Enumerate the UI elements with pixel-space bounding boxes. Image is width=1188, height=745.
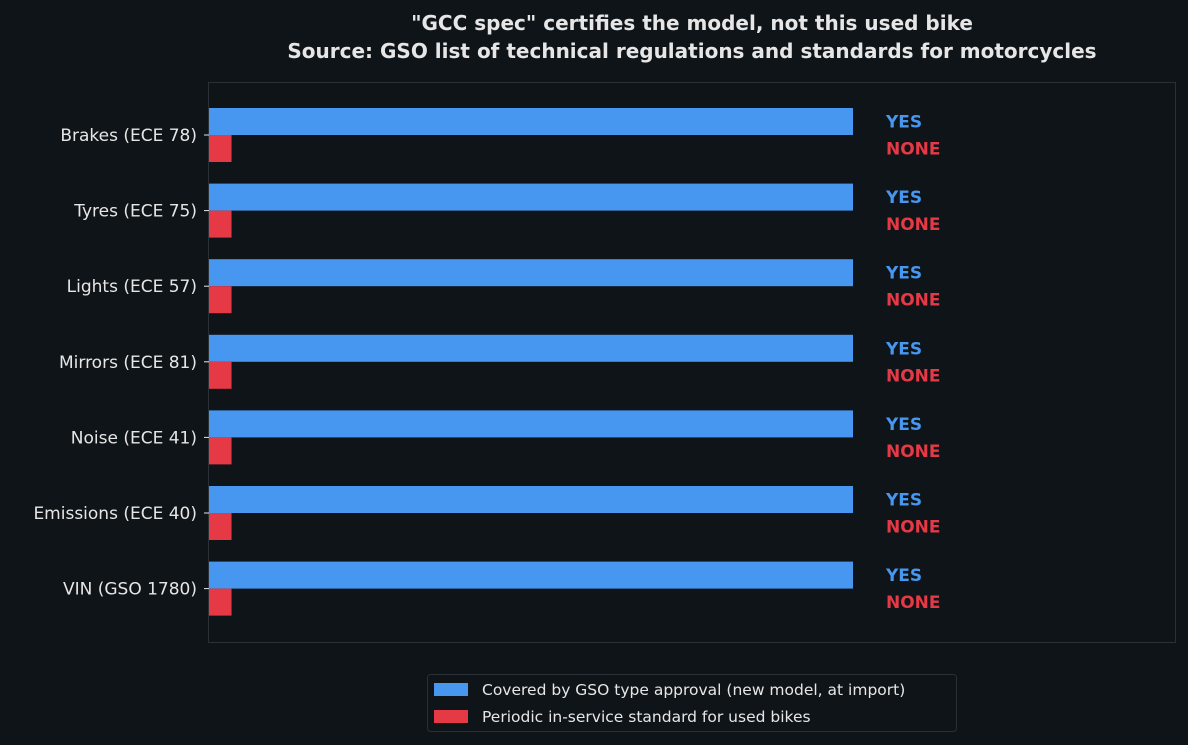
bar-value-labels: YES NONE YES NONE YES NONE YES NONE YES NONE YES NO… xyxy=(885,113,941,614)
bar-value-label: YES xyxy=(885,264,922,284)
bar-value-label: YES xyxy=(885,188,922,208)
legend-swatch xyxy=(434,710,468,723)
bar-value-label: YES xyxy=(885,415,922,435)
y-axis-tick-label: Mirrors (ECE 81) xyxy=(59,353,197,373)
y-axis-tick-label: Lights (ECE 57) xyxy=(67,277,197,297)
bar-value-label: YES xyxy=(885,566,922,586)
legend-swatch xyxy=(434,683,468,696)
bar-covered xyxy=(209,410,853,438)
y-axis-tick-label: Tyres (ECE 75) xyxy=(73,202,197,222)
bar-covered xyxy=(209,486,853,513)
bar-periodic xyxy=(209,437,232,465)
bar-value-label: YES xyxy=(885,113,922,133)
chart-title-line: Source: GSO list of technical regulation… xyxy=(287,39,1096,63)
bar-value-label: NONE xyxy=(886,593,941,613)
bar-periodic xyxy=(209,513,232,540)
y-axis-tick-labels: Brakes (ECE 78) Tyres (ECE 75) Lights (ECE… xyxy=(33,126,209,600)
y-axis-tick-label: VIN (GSO 1780) xyxy=(63,580,197,600)
legend-label: Periodic in-service standard for used bi… xyxy=(482,708,811,726)
y-axis-tick-label: Emissions (ECE 40) xyxy=(33,504,197,524)
y-axis-tick-label: Brakes (ECE 78) xyxy=(60,126,197,146)
chart-title-line: "GCC spec" certifies the model, not this… xyxy=(411,11,973,35)
bar-covered xyxy=(209,108,853,135)
chart-title: "GCC spec" certifies the model, not this… xyxy=(287,11,1096,63)
bar-value-label: NONE xyxy=(886,140,941,160)
bar-value-label: NONE xyxy=(886,518,941,538)
bar-periodic xyxy=(209,210,232,238)
bar-periodic xyxy=(209,588,232,616)
bar-value-label: NONE xyxy=(886,215,941,235)
bar-value-label: NONE xyxy=(886,442,941,462)
bar-covered xyxy=(209,561,853,589)
legend-label: Covered by GSO type approval (new model,… xyxy=(482,681,905,699)
plot-area-frame xyxy=(208,82,1176,643)
bar-covered xyxy=(209,334,853,362)
legend-box xyxy=(427,674,957,732)
bars xyxy=(209,108,853,616)
bar-periodic xyxy=(209,135,232,162)
bar-value-label: YES xyxy=(885,491,922,511)
bar-periodic xyxy=(209,286,232,314)
bar-value-label: YES xyxy=(885,339,922,359)
bar-covered xyxy=(209,259,853,287)
bar-covered xyxy=(209,183,853,211)
y-axis-tick-label: Noise (ECE 41) xyxy=(71,428,197,448)
bar-value-label: NONE xyxy=(886,366,941,386)
bar-periodic xyxy=(209,361,232,389)
bar-value-label: NONE xyxy=(886,291,941,311)
legend: Covered by GSO type approval (new model,… xyxy=(427,674,957,732)
